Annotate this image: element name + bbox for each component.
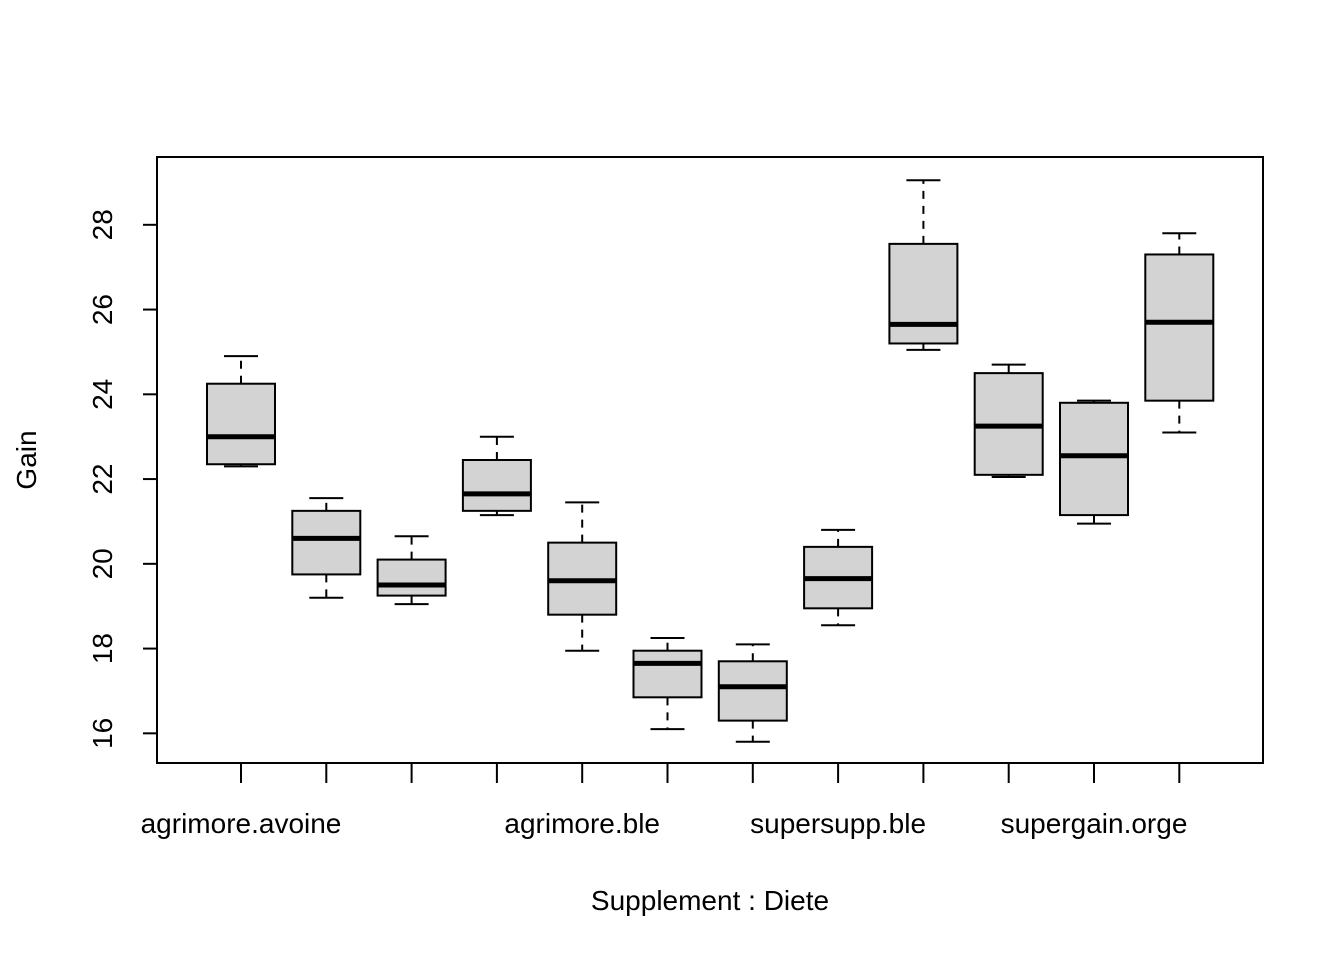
- y-tick-label: 28: [87, 209, 118, 240]
- box-11: [1059, 399, 1129, 525]
- x-axis: agrimore.avoine agrimore.ble supersupp.ble…: [141, 763, 1188, 839]
- box-8: [803, 528, 874, 627]
- y-axis-label: Gain: [11, 430, 42, 489]
- box-4: [461, 435, 532, 517]
- y-axis: 16 18 20 22 24 26 28: [87, 209, 157, 749]
- iqr-box: [206, 382, 276, 466]
- iqr-box: [291, 509, 362, 576]
- plot-frame: [156, 156, 1264, 764]
- y-tick-label: 24: [87, 379, 118, 410]
- y-tick-label: 20: [87, 548, 118, 579]
- iqr-box: [888, 242, 959, 345]
- x-tick-label: supergain.orge: [1001, 808, 1188, 839]
- box-3: [376, 535, 447, 606]
- y-tick-label: 26: [87, 294, 118, 325]
- iqr-box: [461, 459, 532, 512]
- box-9: [888, 179, 959, 351]
- y-tick-label: 22: [87, 463, 118, 494]
- box-12: [1144, 232, 1215, 434]
- iqr-box: [717, 660, 788, 722]
- y-tick-label: 16: [87, 718, 118, 749]
- box-2: [291, 497, 362, 599]
- iqr-box: [632, 649, 703, 699]
- box-10: [973, 363, 1044, 478]
- box-6: [632, 636, 703, 731]
- x-tick-label: agrimore.avoine: [141, 808, 342, 839]
- box-7: [717, 643, 788, 743]
- iqr-box: [1144, 253, 1215, 402]
- x-tick-label: supersupp.ble: [750, 808, 926, 839]
- iqr-box: [376, 558, 447, 597]
- box-1: [206, 355, 276, 468]
- boxes-group: [206, 179, 1215, 743]
- iqr-box: [1059, 401, 1129, 517]
- x-axis-label: Supplement : Diete: [591, 885, 829, 916]
- x-tick-label: agrimore.ble: [504, 808, 660, 839]
- box-5: [547, 501, 618, 652]
- y-tick-label: 18: [87, 633, 118, 664]
